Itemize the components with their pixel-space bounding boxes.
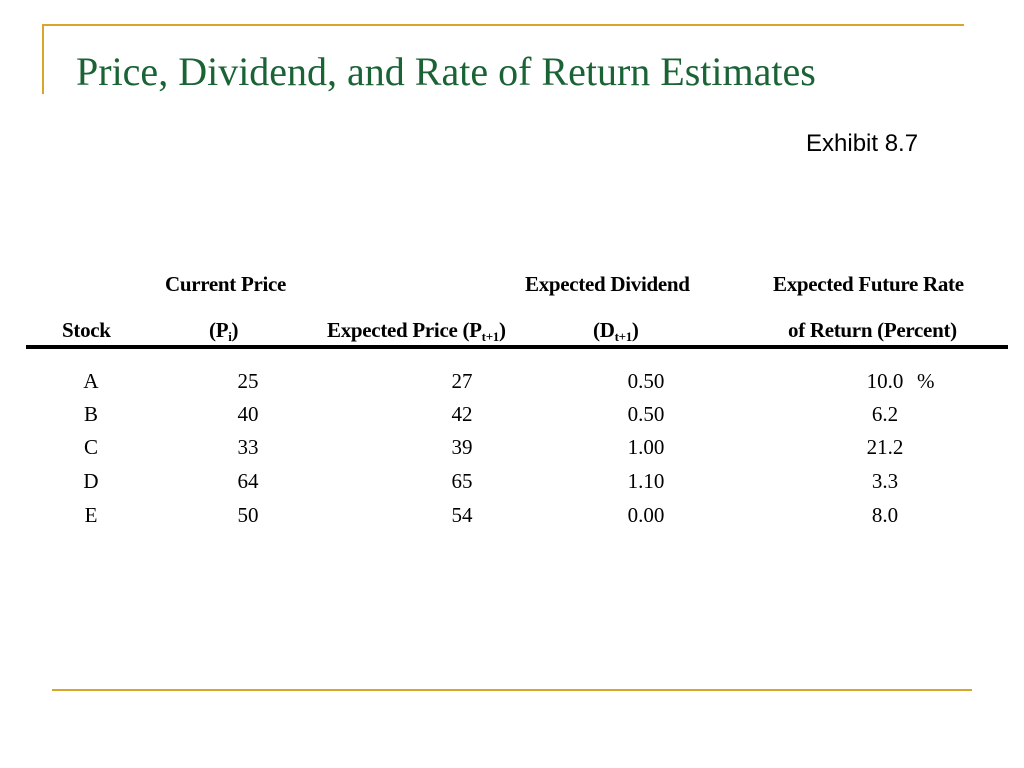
cell-stock: D bbox=[83, 469, 99, 493]
cell-current-price: 40 bbox=[237, 402, 259, 426]
header-stock: Stock bbox=[62, 318, 111, 342]
cell-expected-price: 65 bbox=[451, 469, 473, 493]
cell-expected-price: 42 bbox=[451, 402, 473, 426]
cell-expected-dividend: 1.10 bbox=[627, 469, 665, 493]
cell-rate: 10.0 bbox=[866, 369, 904, 393]
exhibit-label: Exhibit 8.7 bbox=[806, 130, 919, 157]
cell-current-price: 50 bbox=[237, 503, 259, 527]
cell-expected-dividend: 1.00 bbox=[627, 435, 665, 459]
header-expected-future-rate: Expected Future Rate bbox=[773, 272, 964, 296]
left-border-line bbox=[42, 24, 44, 94]
cell-rate: 8.0 bbox=[871, 503, 899, 527]
cell-expected-dividend: 0.50 bbox=[627, 369, 665, 393]
header-rate-of-return: of Return (Percent) bbox=[788, 318, 957, 342]
cell-rate: 3.3 bbox=[871, 469, 899, 493]
cell-rate: 6.2 bbox=[871, 402, 899, 426]
header-expected-price: Expected Price (Pt+1) bbox=[327, 318, 506, 344]
cell-expected-price: 39 bbox=[451, 435, 473, 459]
cell-current-price: 33 bbox=[237, 435, 259, 459]
percent-sign: % bbox=[917, 369, 935, 393]
cell-current-price: 64 bbox=[237, 469, 259, 493]
cell-rate: 21.2 bbox=[866, 435, 904, 459]
cell-stock: A bbox=[83, 369, 99, 393]
header-rule bbox=[26, 345, 1008, 349]
cell-expected-dividend: 0.00 bbox=[627, 503, 665, 527]
cell-stock: C bbox=[83, 435, 99, 459]
header-current-price: Current Price bbox=[165, 272, 287, 296]
cell-expected-price: 54 bbox=[451, 503, 473, 527]
header-current-price-symbol: (Pi) bbox=[209, 318, 239, 344]
cell-current-price: 25 bbox=[237, 369, 259, 393]
header-expected-dividend: Expected Dividend bbox=[525, 272, 690, 296]
cell-stock: B bbox=[83, 402, 99, 426]
slide-title: Price, Dividend, and Rate of Return Esti… bbox=[76, 49, 816, 94]
bottom-border-line bbox=[52, 689, 972, 691]
cell-stock: E bbox=[84, 503, 98, 527]
cell-expected-price: 27 bbox=[451, 369, 473, 393]
header-expected-dividend-symbol: (Dt+1) bbox=[593, 318, 639, 344]
cell-expected-dividend: 0.50 bbox=[627, 402, 665, 426]
top-border-line bbox=[42, 24, 964, 26]
